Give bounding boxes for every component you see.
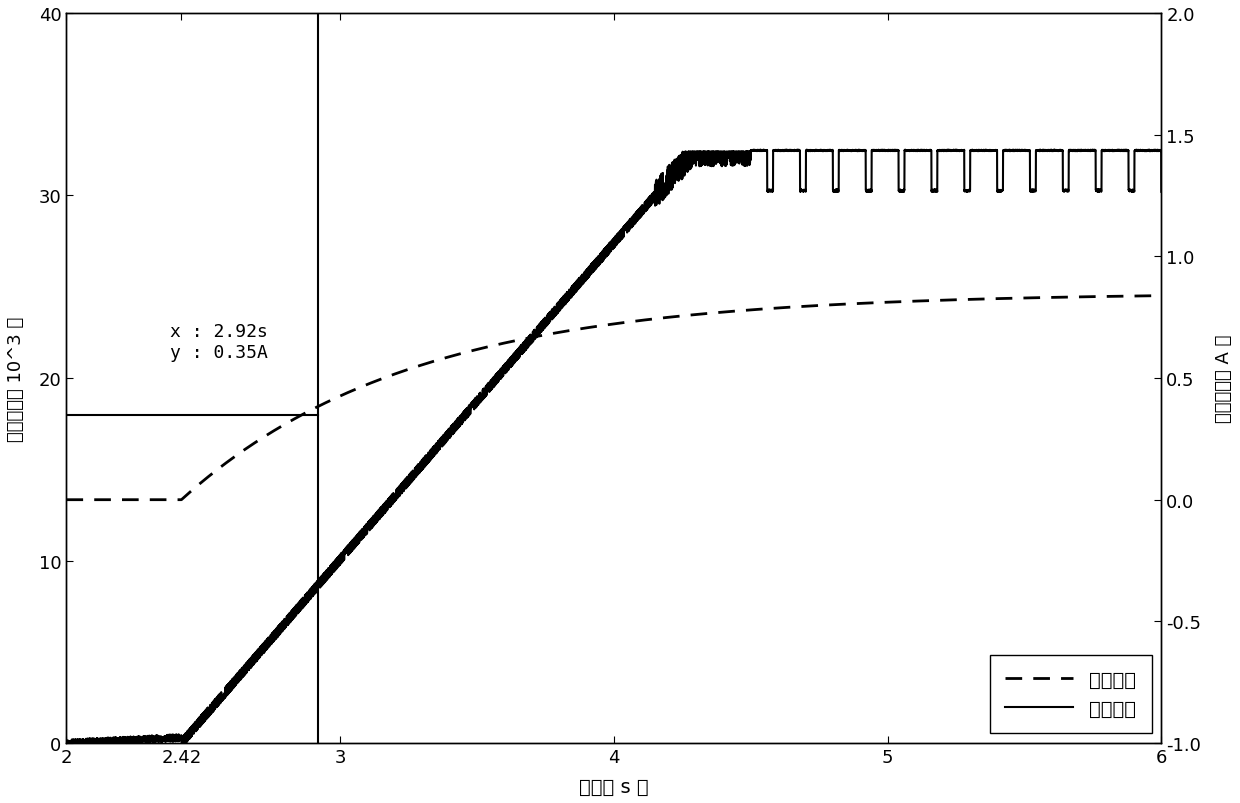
- 手柄输入: [114, 736, 129, 745]
- Legend: 输出电流, 手柄输入: 输出电流, 手柄输入: [990, 654, 1152, 733]
- 手柄输入: [870, 146, 885, 156]
- 手柄输入: [455, 413, 470, 422]
- 输出电流: [707, 308, 722, 318]
- 输出电流: [929, 296, 944, 306]
- 手柄输入: [60, 736, 74, 745]
- Text: x : 2.92s
y : 0.35A: x : 2.92s y : 0.35A: [170, 323, 268, 361]
- Line: 手柄输入: 手柄输入: [67, 150, 1162, 747]
- 输出电流: [870, 299, 885, 308]
- 手柄输入: [175, 742, 190, 752]
- 输出电流: [1154, 291, 1169, 301]
- X-axis label: 时间（ s ）: 时间（ s ）: [579, 777, 649, 796]
- 手柄输入: [1154, 188, 1169, 198]
- 输出电流: [60, 495, 74, 505]
- Y-axis label: 手柄输入（ 10^3 ）: 手柄输入（ 10^3 ）: [7, 316, 25, 441]
- Line: 输出电流: 输出电流: [67, 296, 1162, 500]
- 手柄输入: [755, 147, 770, 157]
- 输出电流: [455, 349, 470, 358]
- 手柄输入: [707, 153, 722, 163]
- 输出电流: [755, 305, 770, 315]
- 输出电流: [114, 495, 129, 505]
- 手柄输入: [929, 185, 944, 195]
- Y-axis label: 输出电流（ A ）: 输出电流（ A ）: [1215, 334, 1233, 422]
- 手柄输入: [1151, 145, 1166, 155]
